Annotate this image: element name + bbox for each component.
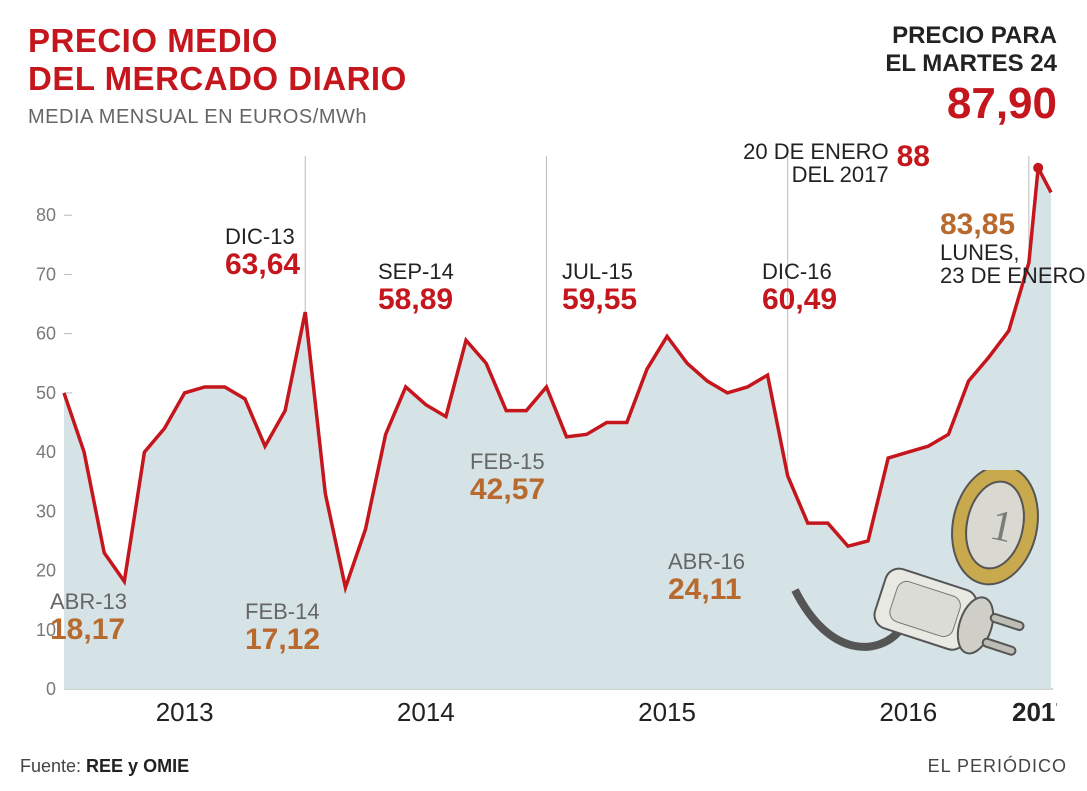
source-name: REE y OMIE	[86, 756, 189, 776]
svg-text:2016: 2016	[879, 697, 937, 727]
highlight-value: 87,90	[885, 79, 1057, 129]
svg-text:0: 0	[46, 679, 56, 699]
title-line-2: DEL MERCADO DIARIO	[28, 60, 407, 97]
highlight-price-header: PRECIO PARA EL MARTES 24 87,90	[885, 22, 1057, 129]
callout-dic13: DIC-1363,64	[225, 225, 300, 281]
chart-title: PRECIO MEDIO DEL MERCADO DIARIO	[28, 22, 407, 98]
chart-subtitle: MEDIA MENSUAL EN EUROS/MWh	[28, 106, 367, 129]
svg-text:30: 30	[36, 501, 56, 521]
svg-text:20: 20	[36, 561, 56, 581]
source-footer: Fuente: REE y OMIE	[20, 756, 189, 777]
svg-text:50: 50	[36, 383, 56, 403]
svg-text:2017: 2017	[1012, 697, 1057, 727]
publisher-footer: EL PERIÓDICO	[928, 756, 1067, 777]
callout-feb15: FEB-1542,57	[470, 450, 545, 506]
callout-jul15: JUL-1559,55	[562, 260, 637, 316]
source-prefix: Fuente:	[20, 756, 86, 776]
callout-sep14: SEP-1458,89	[378, 260, 454, 316]
svg-text:2013: 2013	[156, 697, 214, 727]
callout-ene20: 20 DE ENERODEL 201788	[640, 140, 930, 186]
highlight-label-2: EL MARTES 24	[885, 50, 1057, 78]
callout-dic16: DIC-1660,49	[762, 260, 837, 316]
callout-abr16: ABR-1624,11	[668, 550, 745, 606]
callout-feb14: FEB-1417,12	[245, 600, 320, 656]
plug-coin-illustration: 1	[790, 470, 1060, 690]
svg-text:70: 70	[36, 264, 56, 284]
svg-text:2015: 2015	[638, 697, 696, 727]
svg-text:40: 40	[36, 442, 56, 462]
callout-ene23: 83,85LUNES,23 DE ENERO	[940, 208, 1086, 287]
title-line-1: PRECIO MEDIO	[28, 22, 278, 59]
svg-text:60: 60	[36, 324, 56, 344]
callout-abr13: ABR-1318,17	[50, 590, 127, 646]
svg-text:80: 80	[36, 205, 56, 225]
highlight-label-1: PRECIO PARA	[885, 22, 1057, 50]
svg-text:2014: 2014	[397, 697, 455, 727]
